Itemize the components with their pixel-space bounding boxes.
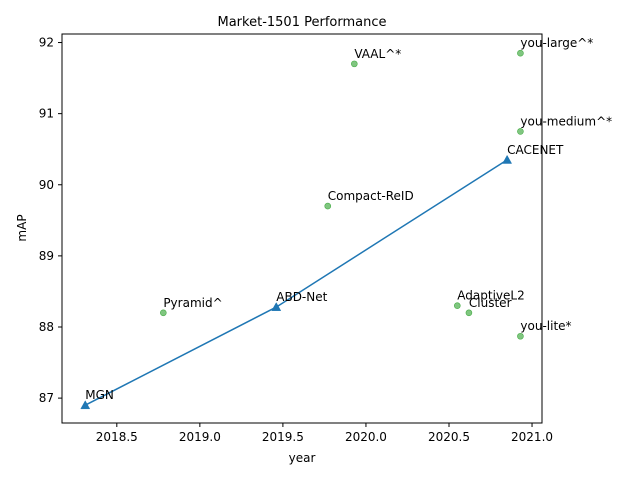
plot-area: MGN ABD-Net CACENET Pyramid^ Compact-ReID VAA… (80, 36, 612, 410)
point-label-compact-reid: Compact-ReID (328, 189, 414, 203)
y-tick-label: 91 (39, 107, 54, 121)
point-you-medium (517, 128, 524, 135)
x-tick-label: 2019.5 (262, 430, 304, 444)
point-mgn (80, 400, 91, 410)
point-you-lite (517, 332, 524, 340)
point-abd-net (271, 302, 282, 311)
y-axis-label: mAP (15, 214, 29, 241)
point-label-abd-net: ABD-Net (276, 290, 327, 304)
y-tick-label: 88 (39, 320, 54, 334)
point-label-cluster: Cluster (469, 296, 512, 310)
y-tick-label: 92 (39, 36, 54, 50)
x-tick-label: 2019.0 (179, 430, 221, 444)
x-tick-label: 2018.5 (96, 430, 138, 444)
y-tick-label: 87 (39, 391, 54, 405)
point-label-adaptivel2: AdaptiveL2 (457, 289, 524, 303)
point-label-mgn: MGN (85, 388, 114, 402)
x-axis-label: year (289, 451, 316, 465)
point-label-you-lite: you-lite* (520, 319, 571, 333)
point-label-pyramid: Pyramid^ (163, 296, 222, 310)
point-vaal (351, 60, 358, 68)
y-axis: 87 88 89 90 91 92 (39, 36, 62, 405)
chart-title: Market-1501 Performance (218, 15, 387, 30)
y-tick-label: 89 (39, 249, 54, 263)
x-axis: 2018.5 2019.0 2019.5 2020.0 2020.5 2021.0 (96, 423, 553, 444)
x-tick-label: 2021.0 (511, 430, 553, 444)
point-cluster (465, 309, 473, 317)
point-label-you-large: you-large^* (520, 36, 593, 50)
x-tick-label: 2020.0 (345, 430, 387, 444)
point-you-large (517, 49, 524, 57)
y-tick-label: 90 (39, 178, 54, 192)
plot-frame (61, 33, 543, 424)
point-label-vaal: VAAL^* (354, 47, 401, 61)
point-pyramid (160, 309, 167, 317)
point-adaptivel2 (453, 302, 461, 309)
point-compact-reid (324, 202, 332, 210)
x-tick-label: 2020.5 (428, 430, 470, 444)
point-label-you-medium: you-medium^* (520, 114, 612, 128)
point-label-cacenet: CACENET (507, 143, 564, 157)
point-cacenet (502, 154, 513, 164)
